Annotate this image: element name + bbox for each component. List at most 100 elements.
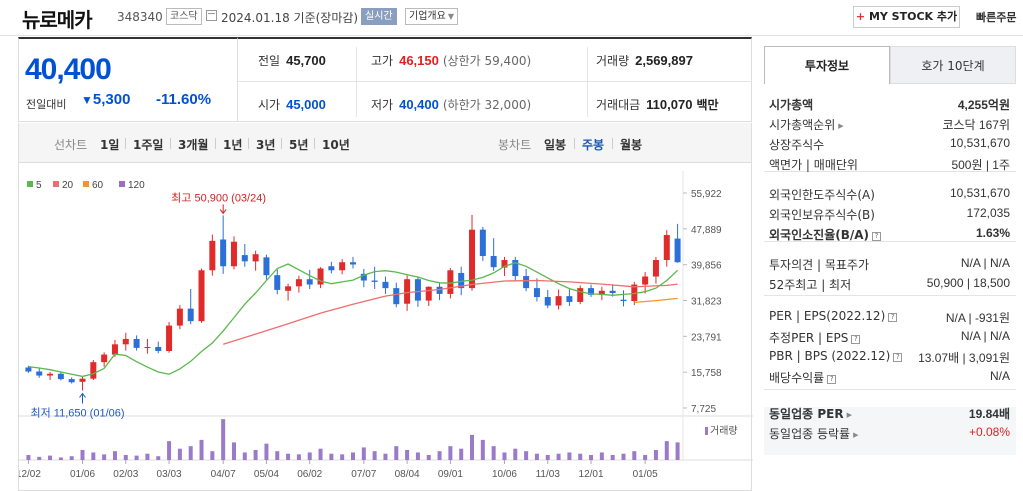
quick-order-link[interactable]: 빠른주문 xyxy=(976,11,1017,24)
info-label: 52주최고 | 최저 xyxy=(769,278,852,292)
info-row: 배당수익률? N/A xyxy=(764,367,1016,387)
x-tick-label: 07/07 xyxy=(351,469,376,480)
current-price-box: 40,400 전일대비 ▼5,300 -11.60% xyxy=(18,37,238,122)
divider xyxy=(125,138,126,149)
volume-bar xyxy=(26,454,31,460)
candle xyxy=(198,270,205,322)
info-row: 동일업종 등락률 ▶ +0.08% xyxy=(764,423,1016,443)
x-tick-label: 06/02 xyxy=(297,469,322,480)
volume-bar xyxy=(102,454,107,460)
period-5y[interactable]: 5년 xyxy=(289,138,309,152)
volume-bar xyxy=(437,451,442,460)
info-row: 시가총액 4,255억원 xyxy=(764,94,1016,114)
volume-bar xyxy=(567,452,572,460)
candle xyxy=(447,270,454,294)
candle xyxy=(566,296,573,302)
volume-bar xyxy=(632,451,637,460)
candle-daily[interactable]: 일봉 xyxy=(544,138,567,152)
volume-bar xyxy=(318,448,323,460)
info-label: 외국인한도주식수(A) xyxy=(769,188,875,202)
volume-bar xyxy=(491,446,496,460)
info-value: 13.07배 | 3,091원 xyxy=(918,351,1010,365)
candle xyxy=(350,262,356,265)
volume-bar xyxy=(37,456,42,460)
y-tick-label: 55,922 xyxy=(691,189,722,200)
volume-bar xyxy=(307,452,312,460)
period-1y[interactable]: 1년 xyxy=(223,138,243,152)
help-icon[interactable]: ? xyxy=(872,232,882,241)
calendar-icon xyxy=(206,10,217,21)
candle-weekly[interactable]: 주봉 xyxy=(582,138,605,152)
divider xyxy=(215,138,216,149)
volume: 거래량 2,569,897 xyxy=(596,53,693,68)
period-1d[interactable]: 1일 xyxy=(100,138,120,152)
realtime-badge[interactable]: 실시간 xyxy=(361,8,397,25)
info-label[interactable]: 시가총액순위 ▶ xyxy=(769,118,844,132)
help-icon[interactable]: ? xyxy=(888,313,898,322)
help-icon[interactable]: ? xyxy=(827,375,837,384)
caret-down-icon: ▼ xyxy=(447,12,454,21)
add-my-stock-button[interactable]: + MY STOCK 추가 xyxy=(853,6,960,28)
ma5-line xyxy=(28,262,679,378)
candle-monthly[interactable]: 월봉 xyxy=(620,138,643,152)
divider xyxy=(248,138,249,149)
info-label[interactable]: 동일업종 등락률 ▶ xyxy=(769,427,859,441)
legend-label: 60 xyxy=(92,180,104,191)
legend-swatch xyxy=(53,181,59,187)
volume-bar xyxy=(545,454,550,460)
volume-bar xyxy=(48,455,53,460)
candle xyxy=(295,279,302,287)
candlestick-chart[interactable]: 5 20 60 120 55,922 47,889 39,856 31,823 23,791 15… xyxy=(19,163,753,491)
tab-hoga-10[interactable]: 호가 10단계 xyxy=(890,46,1016,84)
info-row: 외국인소진율(B/A)? 1.63% xyxy=(764,224,1016,244)
info-label: 외국인소진율(B/A)? xyxy=(769,226,882,243)
candle xyxy=(68,379,75,383)
candle xyxy=(577,288,584,302)
x-tick-label: 01/05 xyxy=(633,469,658,480)
volume-bar xyxy=(167,441,172,460)
candle xyxy=(663,235,670,261)
candle xyxy=(166,325,173,352)
volume-bar xyxy=(426,454,431,460)
candle-chart-label: 봉차트 xyxy=(498,138,532,152)
volume-bar xyxy=(210,451,215,460)
market-badge: 코스닥 xyxy=(166,8,202,25)
volume-bar xyxy=(231,442,236,460)
x-tick-label: 12/01 xyxy=(579,469,604,480)
divider xyxy=(356,47,357,117)
stock-header: 뉴로메카 348340 코스닥 2024.01.18 기준(장마감) 실시간 기… xyxy=(0,0,1023,36)
divider xyxy=(238,81,752,82)
candle xyxy=(241,255,248,262)
candle xyxy=(274,275,281,290)
candle xyxy=(79,378,86,382)
info-label: 시가총액 xyxy=(769,98,814,112)
divider xyxy=(314,138,315,149)
quote-date: 2024.01.18 기준(장마감) xyxy=(221,11,359,25)
info-value: N/A | -931원 xyxy=(945,311,1010,325)
volume-bar xyxy=(91,452,96,460)
period-3m[interactable]: 3개월 xyxy=(178,138,209,152)
info-label: PER | EPS(2022.12)? xyxy=(769,309,898,323)
period-10y[interactable]: 10년 xyxy=(322,138,350,152)
help-icon[interactable]: ? xyxy=(893,353,903,362)
volume-bar xyxy=(351,452,355,460)
candle xyxy=(111,344,118,355)
candle xyxy=(339,262,346,271)
info-row: 외국인한도주식수(A) 10,531,670 xyxy=(764,184,1016,204)
tab-investment-info[interactable]: 투자정보 xyxy=(764,46,890,84)
volume-bar xyxy=(188,446,193,460)
info-value: +0.08% xyxy=(968,425,1010,439)
corp-overview-dropdown[interactable]: 기업개요 ▼ xyxy=(405,8,458,25)
period-1w[interactable]: 1주일 xyxy=(133,138,164,152)
help-icon[interactable]: ? xyxy=(851,335,861,344)
x-tick-label: 08/04 xyxy=(395,469,420,480)
period-3y[interactable]: 3년 xyxy=(256,138,276,152)
open-price: 시가 45,000 xyxy=(258,97,326,112)
price-chart[interactable]: 5 20 60 120 55,922 47,889 39,856 31,823 23,791 15… xyxy=(18,163,753,491)
info-label: 투자의견 | 목표주가 xyxy=(769,258,869,272)
volume-bar xyxy=(134,455,139,460)
info-row: 동일업종 PER ▶ 19.84배 xyxy=(764,403,1016,423)
volume-bar xyxy=(329,453,334,460)
info-label[interactable]: 동일업종 PER ▶ xyxy=(769,407,852,421)
trade-amount: 거래대금 110,070 백만 xyxy=(596,97,719,112)
